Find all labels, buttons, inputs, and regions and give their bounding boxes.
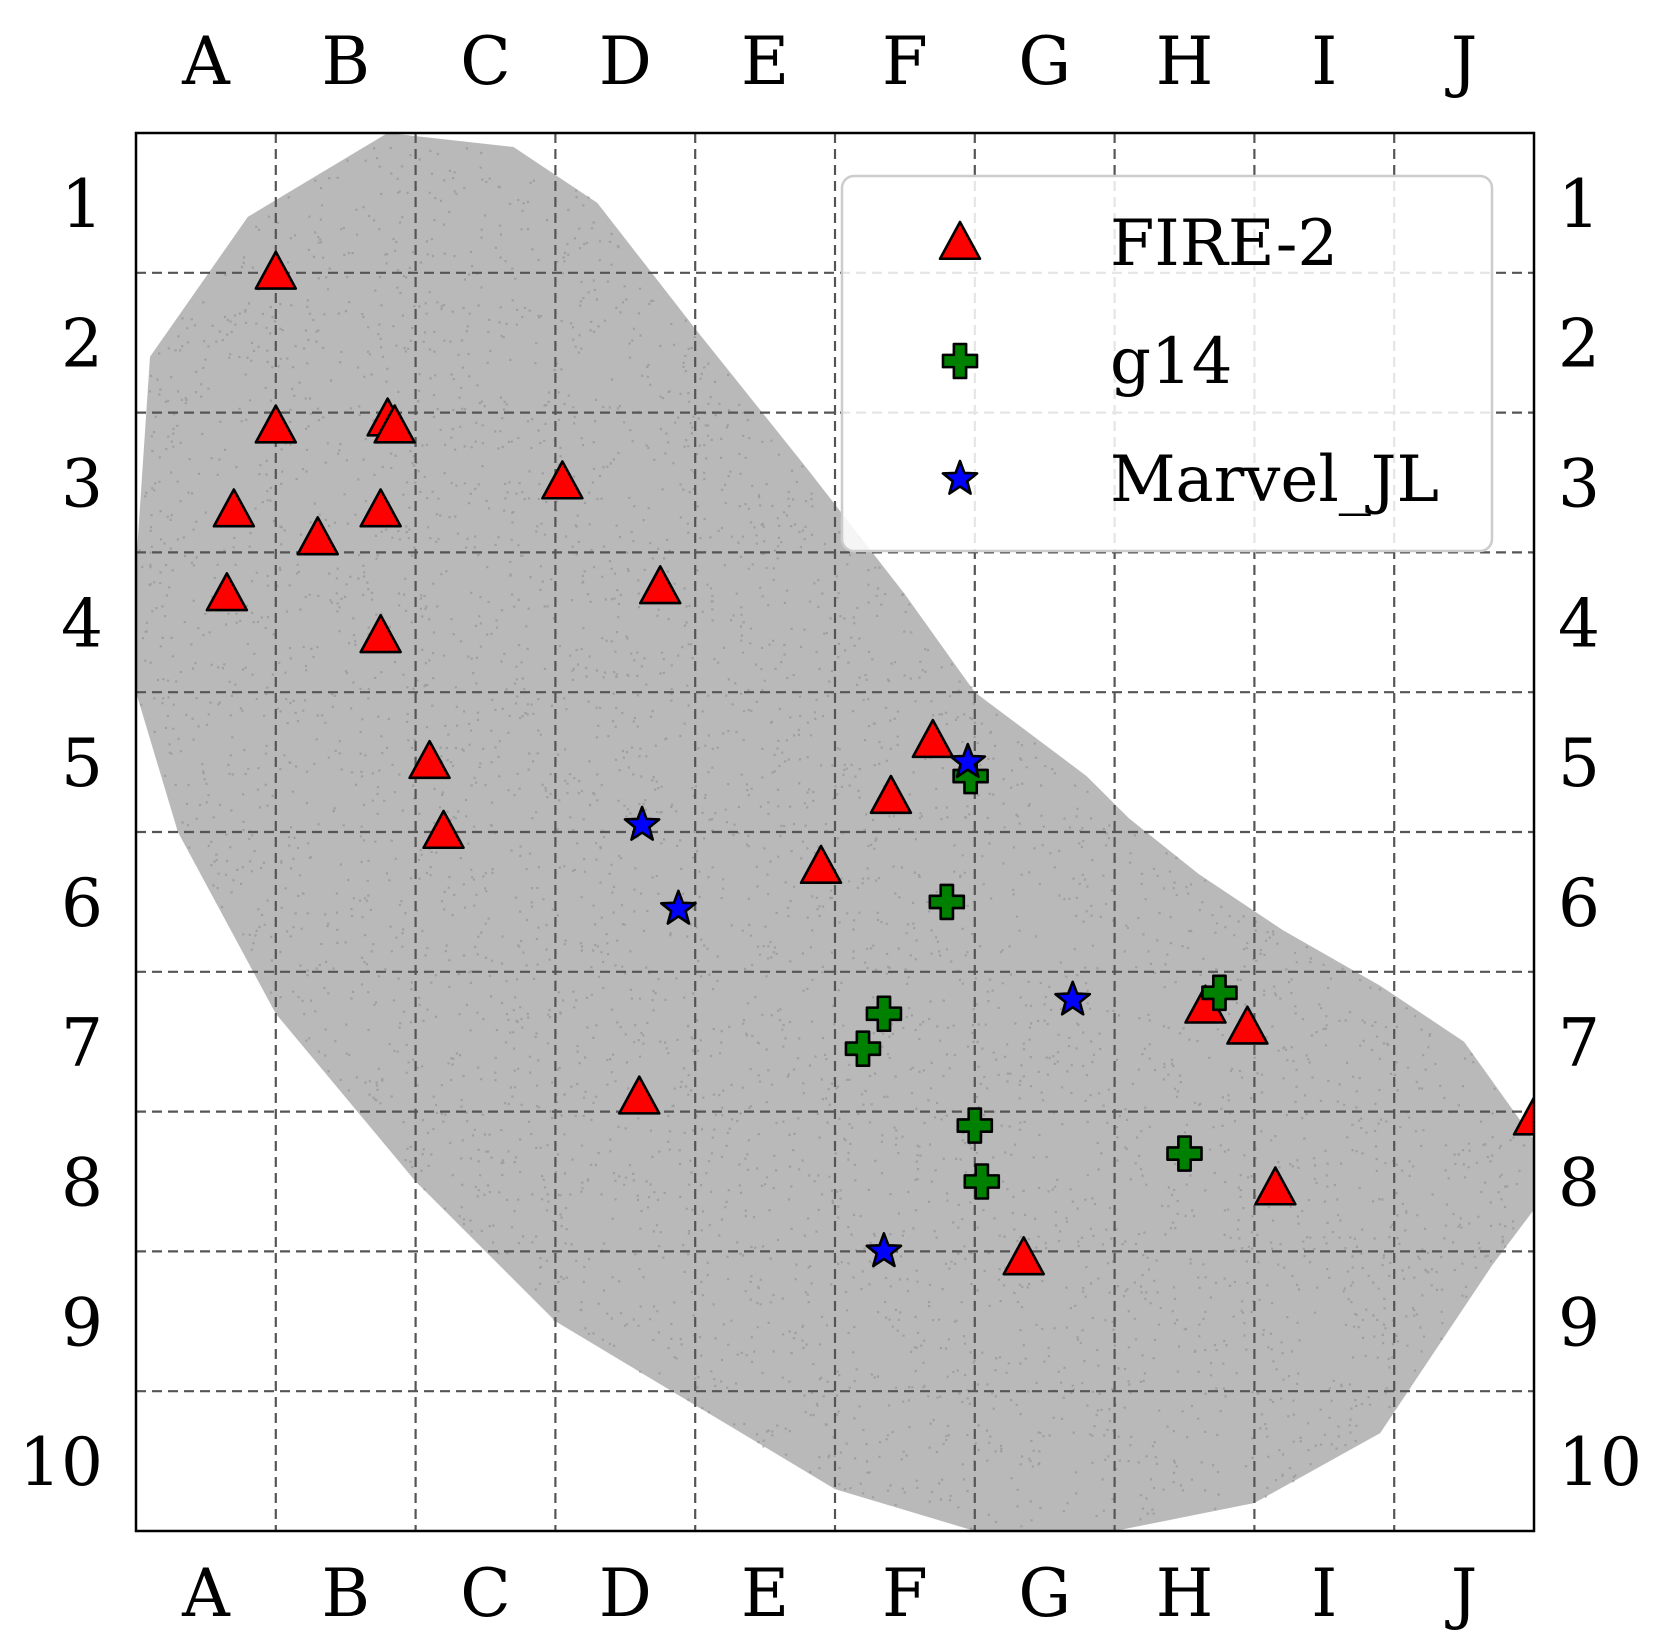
x-tick-label-top: H [1156,23,1214,100]
x-tick-label-top: D [599,23,652,100]
y-tick-label-right: 6 [1558,865,1600,942]
y-tick-label-right: 5 [1558,725,1600,802]
y-tick-label-right: 9 [1558,1284,1600,1361]
x-tick-label-top: C [460,23,511,100]
y-tick-label-left: 9 [61,1284,103,1361]
y-tick-label-left: 4 [61,585,103,662]
star-marker [949,742,987,778]
x-tick-label-bottom: J [1445,1555,1477,1632]
y-tick-label-right: 4 [1558,585,1600,662]
triangle-marker [1226,1005,1269,1045]
y-tick-label-right: 3 [1558,446,1600,523]
star-marker [1054,980,1092,1016]
x-tick-label-bottom: D [599,1555,652,1632]
star-marker [623,805,661,841]
star-marker [865,1232,903,1268]
plus-marker [844,1030,882,1067]
legend-marker-star [941,459,979,495]
plus-marker [963,1163,1001,1200]
triangle-marker [799,844,843,884]
y-tick-label-right: 10 [1558,1424,1642,1501]
x-tick-label-top: G [1018,23,1071,100]
triangle-marker [1254,1166,1297,1206]
series-g14 [844,757,1238,1200]
plus-marker [1166,1135,1203,1172]
legend-marker-triangle [938,220,982,261]
x-tick-label-bottom: G [1018,1555,1071,1632]
x-tick-label-bottom: A [181,1555,231,1632]
x-tick-label-top: E [741,23,789,100]
y-tick-label-left: 8 [61,1145,103,1222]
triangle-marker [408,739,451,780]
star-marker [660,889,697,925]
legend-label: FIRE-2 [1110,207,1338,281]
series-marvel-jl [623,742,1092,1268]
data-series [205,250,1534,1276]
x-tick-label-bottom: H [1156,1555,1214,1632]
legend-label: g14 [1110,325,1232,399]
y-tick-label-right: 7 [1558,1005,1600,1082]
legend: FIRE-2 g14 Marvel_JL [840,174,1494,553]
triangle-marker [205,572,249,612]
triangle-marker [359,488,402,528]
point-cloud-fill [136,133,1534,1531]
x-tick-label-top: F [882,23,928,100]
x-tick-label-bottom: B [321,1555,370,1632]
y-tick-label-right: 2 [1558,306,1600,383]
x-tick-label-bottom: F [882,1555,928,1632]
triangle-marker [911,718,955,759]
y-tick-label-left: 1 [61,166,103,243]
plus-marker [1201,974,1238,1012]
x-tick-label-top: J [1445,23,1477,100]
x-tick-label-top: I [1311,23,1337,100]
triangle-marker [541,460,584,500]
plot-frame [134,131,1536,1533]
legend-marker-plus [941,342,979,380]
triangle-marker [1002,1236,1045,1276]
y-tick-label-left: 2 [61,306,103,383]
triangle-marker [869,774,913,815]
y-tick-label-left: 3 [61,446,103,523]
series-fire-2 [205,250,1534,1276]
legend-label: Marvel_JL [1110,443,1439,517]
triangle-marker [639,565,682,605]
y-tick-label-left: 10 [19,1424,103,1501]
point-cloud-dots [138,146,1526,1531]
triangle-marker [1512,1096,1534,1136]
triangle-marker [296,516,339,556]
triangle-marker [359,613,402,654]
x-tick-label-bottom: E [741,1555,789,1632]
y-tick-label-left: 5 [61,725,103,802]
triangle-marker [254,250,298,290]
legend-box [840,174,1494,553]
plus-marker [865,995,903,1033]
y-tick-label-right: 8 [1558,1145,1600,1222]
y-tick-label-right: 1 [1558,166,1600,243]
plus-marker [928,883,966,921]
triangle-marker [422,809,465,850]
y-tick-label-left: 7 [61,1005,103,1082]
triangle-marker [212,488,256,528]
x-tick-label-bottom: C [460,1555,511,1632]
x-tick-label-top: B [321,23,370,100]
x-tick-label-top: A [181,23,231,100]
tick-labels: A A B B C C D D E E F F G G H H I I J J 1 1 2 2 3 3 4 4 5 5 6 6 7 7 8 8 9 9 10… [19,23,1642,1632]
background-point-cloud [136,133,1534,1531]
plus-marker [956,1107,994,1144]
triangle-marker [254,404,298,444]
x-tick-label-bottom: I [1311,1555,1337,1632]
triangle-marker [373,404,416,444]
triangle-marker [618,1075,661,1115]
y-tick-label-left: 6 [61,865,103,942]
